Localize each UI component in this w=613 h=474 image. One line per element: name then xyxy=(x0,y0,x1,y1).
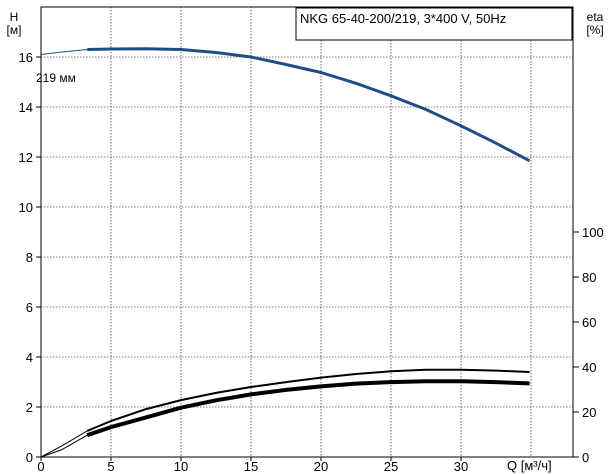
y-tick-label: 10 xyxy=(19,200,33,215)
y2-tick-label: 100 xyxy=(582,225,604,240)
series-line-efficiency-thin xyxy=(86,368,530,432)
series-line-head-extension xyxy=(40,49,88,55)
x-axis-title: Q [м³/ч] xyxy=(507,458,552,473)
series-line-efficiency-thick-extension xyxy=(40,434,88,458)
y-tick-label: 2 xyxy=(26,400,33,415)
impeller-diameter-label: 219 мм xyxy=(36,71,76,85)
title-box xyxy=(295,7,573,41)
y-tick-label: 8 xyxy=(26,250,33,265)
x-tick-label: 5 xyxy=(107,459,114,474)
x-tick-label: 30 xyxy=(454,459,468,474)
y2-tick-label: 80 xyxy=(582,270,596,285)
y2-axis-unit: [%] xyxy=(586,23,603,37)
y-tick-label: 14 xyxy=(19,100,33,115)
x-tick-label: 10 xyxy=(174,459,188,474)
y2-tick-label: 60 xyxy=(582,315,596,330)
y-axis-unit: [м] xyxy=(7,23,22,37)
x-tick-label: 0 xyxy=(37,459,44,474)
series-line-efficiency-thin-extension xyxy=(40,430,88,458)
axis-ticks: 0 5 10 15 20 25 30 0 2 4 6 8 10 12 14 16 0 20 40 60 80 100 xyxy=(19,50,604,474)
y2-tick-label: 40 xyxy=(582,360,596,375)
y-tick-label: 4 xyxy=(26,350,33,365)
y-axis-title: H xyxy=(10,10,19,24)
y2-tick-label: 20 xyxy=(582,405,596,420)
series-line-efficiency-thick xyxy=(86,379,530,438)
x-tick-label: 20 xyxy=(314,459,328,474)
y-tick-label: 12 xyxy=(19,150,33,165)
y2-tick-label: 0 xyxy=(582,450,589,465)
series-line-head xyxy=(87,47,531,163)
x-tick-label: 15 xyxy=(244,459,258,474)
chart-title: NKG 65-40-200/219, 3*400 V, 50Hz xyxy=(300,11,506,26)
grid-lines xyxy=(41,7,573,457)
y-tick-label: 0 xyxy=(26,450,33,465)
y2-axis-title: eta xyxy=(587,10,604,24)
data-series xyxy=(40,47,531,458)
x-tick-label: 25 xyxy=(384,459,398,474)
y-tick-label: 16 xyxy=(19,50,33,65)
y-tick-label: 6 xyxy=(26,300,33,315)
